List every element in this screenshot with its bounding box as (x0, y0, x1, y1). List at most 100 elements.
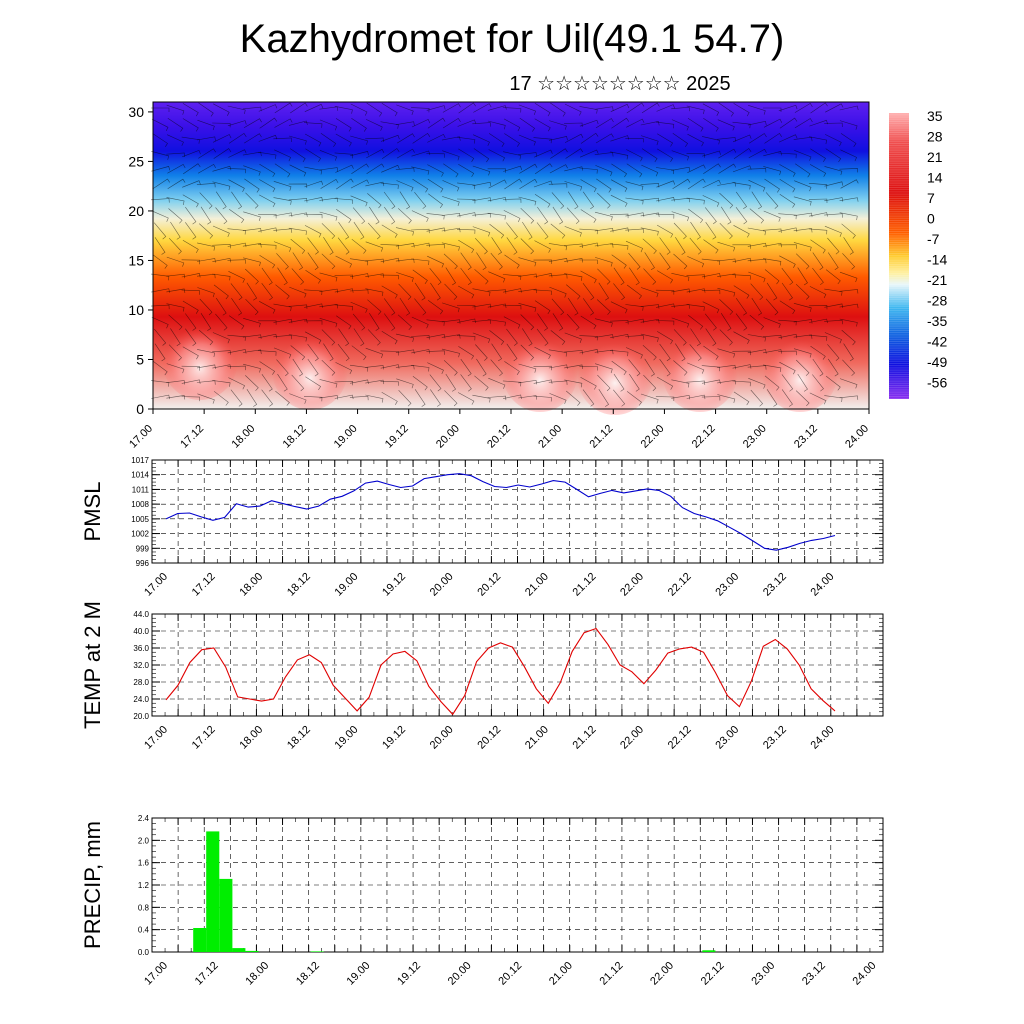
wind-barb (686, 394, 706, 400)
x-tick-label: 19.12 (395, 960, 423, 988)
colorbar-stripes (889, 113, 909, 399)
wind-barb (778, 350, 797, 356)
wind-barb (686, 197, 705, 205)
wind-barb (381, 331, 398, 345)
wind-barb (659, 252, 671, 270)
wind-barb (259, 361, 276, 375)
wind-barb (476, 358, 487, 377)
warm-cells (162, 320, 838, 415)
wind-barb (351, 345, 367, 361)
wind-barb (732, 134, 752, 143)
wind-barb (429, 374, 442, 392)
wind-barb (396, 133, 415, 144)
wind-barb (843, 237, 854, 255)
x-tick-label: 20.12 (475, 724, 503, 752)
y-axis-title: PRECIP, mm (80, 821, 105, 949)
wind-barb (564, 349, 583, 355)
wind-barb (487, 197, 507, 202)
wind-barb (337, 237, 350, 255)
wind-barb (566, 313, 580, 331)
wind-barb (181, 396, 200, 402)
wind-barb (765, 192, 779, 209)
wind-barb (369, 313, 380, 331)
wind-barb (673, 360, 688, 376)
wind-barb (476, 252, 487, 270)
wind-barb (182, 300, 199, 314)
wind-barb (703, 163, 721, 175)
wind-barb (380, 121, 399, 129)
wind-barb (762, 334, 782, 340)
y-tick-label: 1005 (131, 515, 149, 524)
heatmap-x-tick-label: 21.00 (536, 423, 564, 451)
wind-barb (597, 268, 611, 285)
wind-barb (334, 304, 353, 311)
wind-barb (288, 334, 307, 342)
wind-barb (335, 362, 353, 375)
wind-barb (720, 313, 732, 331)
heatmap-x-tick-label: 17.12 (178, 423, 206, 451)
wind-barb (197, 349, 216, 358)
wind-barb (579, 167, 598, 174)
wind-barb (166, 303, 185, 312)
wind-barb (166, 273, 185, 279)
wind-barb (812, 358, 824, 377)
wind-barb (533, 273, 553, 278)
wind-barb (827, 344, 840, 361)
wind-barb (794, 118, 813, 129)
wind-barb (414, 192, 427, 209)
wind-barb (611, 117, 630, 129)
wind-barb (657, 133, 674, 147)
wind-barb (579, 119, 599, 127)
wind-barb (779, 361, 796, 375)
wind-barb (613, 267, 625, 286)
wind-barb (397, 314, 412, 331)
wind-barb (460, 358, 472, 377)
wind-barb (778, 104, 798, 112)
wind-barb (686, 380, 706, 386)
wind-barb (198, 329, 214, 346)
wind-barb (290, 102, 308, 114)
x-tick-label: 20.12 (475, 571, 503, 599)
wind-barb (366, 102, 383, 117)
wind-barb (628, 359, 641, 377)
wind-barb (352, 207, 366, 225)
wind-barb (797, 267, 808, 286)
wind-barb (675, 237, 686, 255)
wind-barb (321, 223, 336, 240)
wind-barb (335, 164, 354, 173)
wind-barb (794, 180, 812, 192)
y-tick-label: 32.0 (133, 661, 149, 670)
wind-barb (258, 134, 278, 142)
wind-barb (506, 328, 518, 346)
wind-barb (548, 183, 568, 188)
wind-barb (827, 358, 839, 377)
wind-barb (534, 118, 551, 132)
wind-barb (426, 153, 445, 158)
wind-barb (168, 344, 182, 361)
wind-barb (687, 362, 705, 374)
wind-barb (673, 253, 688, 270)
wind-barb (273, 197, 292, 205)
y-tick-label: 40.0 (133, 627, 149, 636)
wind-barb (458, 148, 475, 162)
wind-barb (351, 238, 367, 254)
wind-barb (518, 303, 537, 312)
wind-barb (598, 389, 610, 407)
wind-barb (564, 364, 583, 369)
wind-barb (395, 167, 415, 172)
wind-barb (411, 166, 430, 175)
wind-barb (594, 106, 614, 111)
wind-barb (520, 314, 535, 331)
wind-barb (808, 198, 828, 204)
wind-barb (595, 257, 613, 267)
wind-barb (227, 168, 246, 174)
wind-barb (166, 380, 185, 385)
wind-barb (580, 179, 597, 193)
wind-barb (182, 118, 199, 132)
wind-barb (655, 213, 675, 219)
wind-barb (258, 227, 277, 232)
wind-barb (671, 317, 690, 328)
wind-barb (810, 102, 828, 114)
x-tick-label: 18.00 (243, 960, 271, 988)
wind-barb (751, 191, 763, 210)
